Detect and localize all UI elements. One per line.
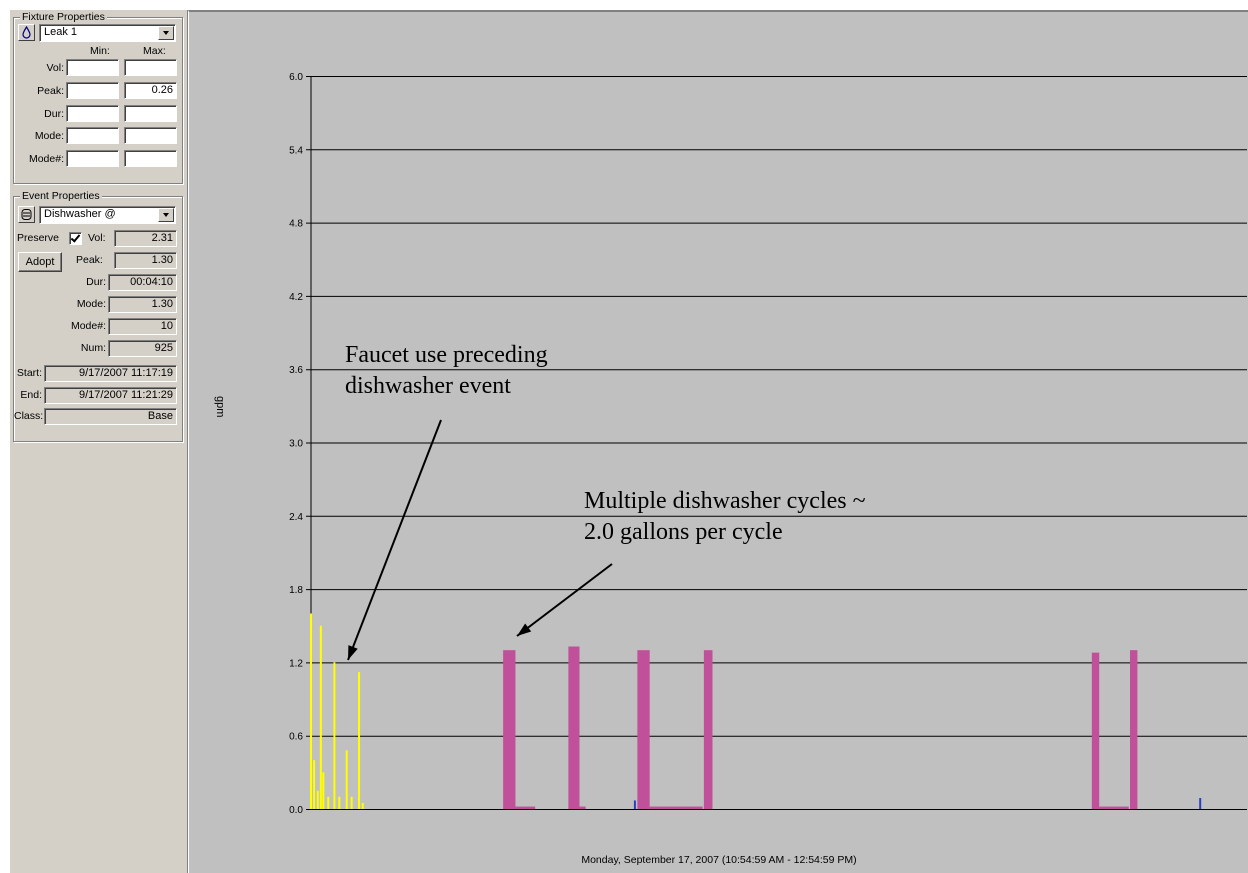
dishwasher-bar	[1130, 650, 1138, 809]
adopt-button[interactable]: Adopt	[18, 252, 62, 272]
chevron-down-icon[interactable]	[158, 26, 174, 40]
y-tick-label: 0.0	[289, 805, 303, 816]
start-label: Start:	[16, 367, 42, 379]
event-start-field: 9/17/2007 11:17:19	[44, 365, 177, 382]
mode-num-min-input[interactable]	[66, 150, 119, 167]
mode-num-label: Mode#:	[70, 320, 106, 332]
chart-plot[interactable]: 0.0 0.6 1.2 1.8 2.4 3.0 3.6 4.2 4.8 5.4 6.0	[189, 12, 1247, 873]
event-properties-title: Event Properties	[20, 189, 102, 203]
preserve-label: Preserve	[17, 232, 60, 244]
event-mode-field: 1.30	[108, 296, 177, 313]
event-vol-field: 2.31	[114, 230, 177, 247]
dur-max-input[interactable]	[124, 105, 177, 122]
faucet-annotation: Faucet use preceding dishwasher event	[345, 340, 548, 402]
mode-num-label: Mode#:	[28, 153, 64, 165]
y-tick-label: 3.6	[289, 365, 303, 376]
dishwasher-bar	[503, 650, 516, 809]
peak-max-input[interactable]: 0.26	[124, 82, 177, 99]
dishwasher-annotation-line2: 2.0 gallons per cycle	[584, 519, 783, 545]
dur-label: Dur:	[86, 276, 106, 288]
dur-label: Dur:	[44, 108, 64, 120]
vol-label: Vol:	[46, 62, 64, 74]
fixture-icon-button[interactable]	[18, 24, 35, 41]
properties-panel: Fixture Properties Leak 1 Min: Max: Vol:…	[10, 10, 188, 873]
fixture-properties-group: Fixture Properties Leak 1 Min: Max: Vol:…	[13, 10, 183, 184]
y-tick-label: 4.2	[289, 292, 303, 303]
dishwasher-bar	[579, 806, 586, 809]
dishwasher-bar	[703, 650, 713, 809]
max-column-header: Max:	[143, 45, 166, 57]
dishwasher-bar	[1099, 806, 1129, 809]
fixture-select[interactable]: Leak 1	[39, 24, 176, 42]
event-select-value: Dishwasher @	[44, 208, 116, 220]
peak-min-input[interactable]	[66, 82, 119, 99]
dishwasher-bar	[637, 650, 650, 809]
num-label: Num:	[80, 342, 106, 354]
min-column-header: Min:	[90, 45, 110, 57]
event-mode-num-field: 10	[108, 318, 177, 335]
event-end-field: 9/17/2007 11:21:29	[44, 387, 177, 404]
dishwasher-bar	[568, 646, 580, 809]
y-tick-label: 3.0	[289, 439, 303, 450]
dishwasher-annotation: Multiple dishwasher cycles ~ 2.0 gallons…	[584, 486, 866, 548]
mode-num-max-input[interactable]	[124, 150, 177, 167]
peak-label: Peak:	[37, 85, 64, 97]
y-tick-label: 1.8	[289, 585, 303, 596]
event-properties-group: Event Properties Dishwasher @ Preserve V…	[13, 189, 183, 442]
fixture-select-value: Leak 1	[44, 26, 78, 38]
mode-label: Mode:	[34, 130, 64, 142]
dishwasher-bar	[649, 806, 703, 809]
faucet-arrow-head	[348, 645, 358, 660]
preserve-checkbox[interactable]	[69, 232, 82, 245]
dishwasher-arrow-head	[517, 623, 532, 636]
event-peak-field: 1.30	[114, 252, 177, 269]
vol-min-input[interactable]	[66, 59, 119, 76]
dishwasher-bar	[515, 806, 536, 809]
event-class-field: Base	[44, 408, 177, 425]
faucet-arrow	[347, 419, 442, 661]
y-tick-label: 4.8	[289, 219, 303, 230]
app-window: Fixture Properties Leak 1 Min: Max: Vol:…	[10, 10, 1248, 873]
dur-min-input[interactable]	[66, 105, 119, 122]
mode-max-input[interactable]	[124, 127, 177, 144]
fixture-properties-title: Fixture Properties	[20, 10, 107, 24]
class-label: Class:	[14, 410, 44, 422]
mode-min-input[interactable]	[66, 127, 119, 144]
faucet-annotation-line2: dishwasher event	[345, 373, 511, 399]
x-axis-caption: Monday, September 17, 2007 (10:54:59 AM …	[581, 854, 857, 866]
dishwasher-annotation-line1: Multiple dishwasher cycles ~	[584, 488, 866, 514]
vol-max-input[interactable]	[124, 59, 177, 76]
event-select[interactable]: Dishwasher @	[39, 206, 176, 224]
y-tick-label: 1.2	[289, 658, 303, 669]
event-dur-field: 00:04:10	[108, 274, 177, 291]
dishwasher-arrow	[516, 563, 613, 637]
y-tick-label: 0.6	[289, 732, 303, 743]
flow-trace-chart[interactable]: 0.0 0.6 1.2 1.8 2.4 3.0 3.6 4.2 4.8 5.4 6.0 gpm Fa…	[188, 10, 1248, 873]
vol-label: Vol:	[88, 232, 106, 244]
water-drop-icon	[22, 26, 31, 39]
dishwasher-bar	[1091, 652, 1100, 809]
faucet-annotation-line1: Faucet use preceding	[345, 342, 548, 368]
mode-label: Mode:	[76, 298, 106, 310]
peak-label: Peak:	[76, 254, 103, 266]
chevron-down-icon[interactable]	[158, 208, 174, 222]
y-tick-label: 5.4	[289, 145, 303, 156]
event-icon-button[interactable]	[18, 206, 35, 223]
dishwasher-icon	[21, 209, 32, 220]
y-tick-label: 2.4	[289, 512, 303, 523]
end-label: End:	[20, 389, 42, 401]
y-axis-label: gpm	[214, 396, 226, 418]
y-tick-label: 6.0	[289, 72, 303, 83]
event-num-field: 925	[108, 340, 177, 357]
